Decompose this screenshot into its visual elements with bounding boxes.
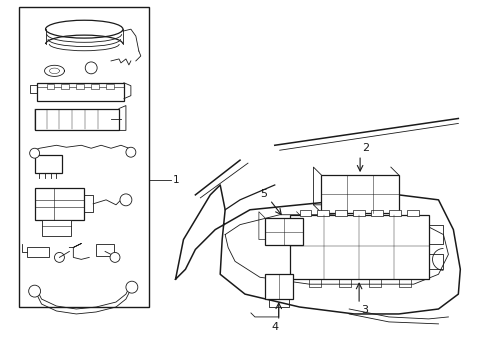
Bar [289, 215, 427, 279]
Circle shape [110, 252, 120, 262]
Bar [264, 218, 302, 246]
Bar [41, 220, 71, 235]
Bar [35, 109, 119, 130]
Bar [335, 210, 346, 216]
Bar [321, 175, 398, 213]
Text: 1: 1 [172, 175, 179, 185]
Text: 4: 4 [271, 322, 278, 332]
Bar [35, 155, 62, 173]
Bar [317, 210, 328, 216]
Bar [96, 244, 114, 256]
Circle shape [54, 252, 64, 262]
Circle shape [29, 285, 41, 297]
Bar [76, 84, 84, 89]
Circle shape [30, 148, 40, 158]
Bar [264, 274, 292, 299]
Bar [352, 210, 365, 216]
Bar [388, 210, 400, 216]
Circle shape [120, 194, 132, 206]
Circle shape [85, 62, 97, 74]
Bar [37, 83, 123, 100]
Bar [370, 210, 382, 216]
Bar [91, 84, 99, 89]
Bar [406, 210, 418, 216]
Bar [106, 84, 114, 89]
Bar [35, 188, 84, 220]
Ellipse shape [45, 20, 122, 38]
Bar [27, 247, 48, 257]
Bar [19, 7, 148, 307]
Text: 2: 2 [361, 143, 368, 153]
Text: 3: 3 [360, 305, 367, 315]
Bar [299, 210, 311, 216]
Circle shape [126, 147, 136, 157]
Bar [61, 84, 69, 89]
Circle shape [126, 281, 138, 293]
Text: 5: 5 [260, 189, 267, 199]
Bar [46, 84, 54, 89]
